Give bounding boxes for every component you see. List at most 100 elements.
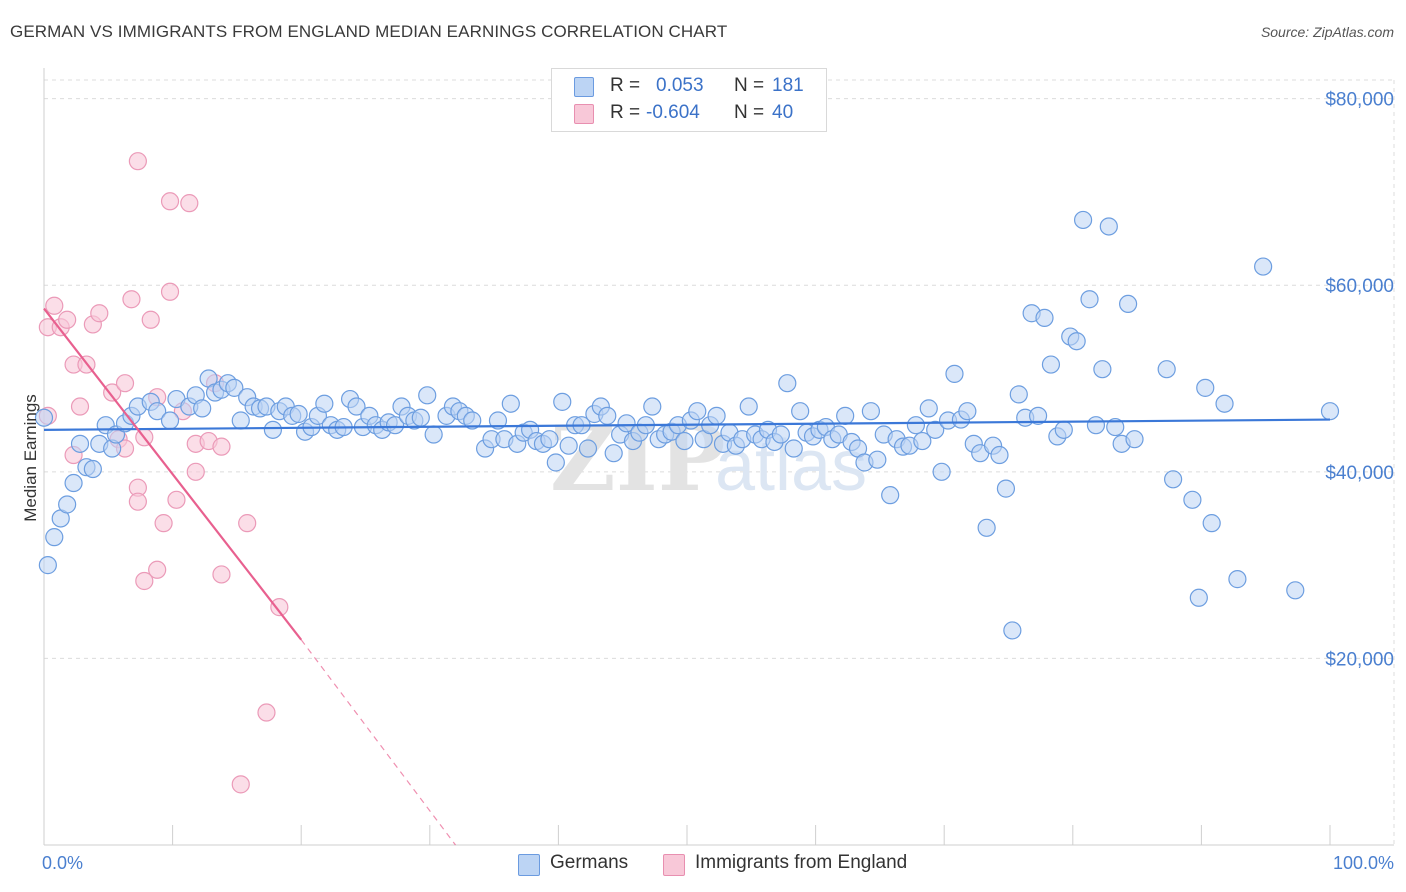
y-tick-label: $80,000 — [1325, 90, 1394, 111]
england-point — [128, 152, 147, 171]
england-trend-extension — [300, 639, 456, 846]
german-point — [559, 436, 578, 455]
y-tick-label: $40,000 — [1325, 463, 1394, 484]
england-point — [180, 194, 199, 213]
series-germans-points — [34, 210, 1340, 640]
england-point — [45, 296, 64, 315]
german-point — [64, 473, 83, 493]
german-point — [411, 408, 430, 427]
german-point — [148, 402, 167, 421]
german-point — [1073, 210, 1093, 230]
x-tick-left: 0.0% — [42, 853, 83, 873]
england-point — [122, 290, 141, 309]
german-point — [932, 462, 951, 481]
german-point — [1035, 308, 1054, 327]
german-point — [225, 378, 244, 397]
y-tick-label: $60,000 — [1325, 276, 1394, 297]
legend-n-value-england: 40 — [772, 102, 794, 123]
legend-row-germans: R = 0.053 N = 181 — [552, 73, 826, 99]
source-label: Source: ZipAtlas.com — [1260, 24, 1394, 40]
legend-row-england: R = -0.604 N = 40 — [552, 100, 826, 126]
correlation-legend: R = 0.053 N = 181 R = -0.604 N = 40 — [551, 68, 827, 132]
german-point — [1099, 217, 1118, 236]
england-point — [70, 397, 90, 416]
german-point — [1086, 416, 1106, 435]
german-point — [945, 364, 964, 383]
german-point — [1106, 417, 1125, 437]
german-point — [1028, 406, 1048, 425]
german-point — [919, 399, 938, 418]
bottom-legend-swatch-blue — [518, 854, 540, 876]
german-point — [289, 404, 308, 424]
x-tick-right: 100.0% — [1333, 853, 1394, 873]
trend-lines — [43, 307, 1331, 846]
german-point — [996, 479, 1016, 498]
german-point — [540, 430, 559, 449]
german-point — [160, 411, 180, 430]
german-point — [868, 450, 887, 469]
england-point — [186, 462, 205, 481]
german-point — [977, 518, 996, 537]
england-point — [167, 490, 186, 509]
german-point — [1125, 430, 1144, 449]
england-point — [141, 310, 160, 329]
y-axis-title: Median Earnings — [21, 394, 40, 522]
german-point — [1164, 470, 1183, 489]
german-point — [193, 399, 212, 418]
german-point — [1157, 360, 1176, 379]
legend-r-label: R = — [610, 102, 641, 123]
legend-r-value-england: -0.604 — [646, 102, 700, 123]
german-point — [1003, 621, 1022, 640]
legend-swatch-blue — [574, 77, 594, 97]
legend-n-value-germans: 181 — [772, 75, 804, 96]
german-point — [1080, 290, 1099, 309]
german-point — [598, 406, 617, 425]
german-point — [990, 445, 1009, 465]
series-england-points — [38, 152, 289, 794]
german-point — [45, 528, 64, 547]
german-point — [913, 431, 932, 451]
german-point — [58, 495, 77, 514]
german-point — [1254, 257, 1273, 276]
england-point — [154, 514, 173, 533]
legend-r-label: R = — [610, 75, 641, 96]
legend-n-label: N = — [734, 75, 765, 96]
england-point — [128, 492, 147, 511]
england-point — [58, 310, 77, 329]
german-point — [546, 453, 565, 472]
german-point — [1041, 355, 1061, 374]
german-point — [1093, 360, 1112, 379]
german-point — [643, 397, 662, 416]
england-point — [103, 383, 122, 402]
german-point — [791, 402, 810, 421]
german-point — [675, 431, 694, 451]
england-point — [257, 703, 276, 722]
german-point — [1215, 394, 1234, 413]
axis-labels: Median Earnings 0.0% 100.0% $20,000 $40,0… — [21, 90, 1394, 873]
england-point — [212, 437, 231, 456]
german-point — [347, 397, 366, 416]
german-point — [784, 439, 803, 458]
german-point — [771, 425, 790, 444]
bottom-legend-swatch-pink — [663, 854, 685, 876]
german-point — [1054, 420, 1073, 439]
germans-trend-line — [43, 418, 1331, 431]
german-point — [424, 425, 443, 444]
german-point — [501, 394, 520, 413]
german-point — [739, 397, 758, 416]
german-point — [70, 434, 90, 453]
german-point — [418, 386, 437, 405]
england-point — [115, 374, 135, 393]
england-point — [270, 598, 289, 617]
german-point — [881, 486, 900, 505]
england-point — [212, 565, 231, 584]
german-point — [38, 556, 57, 575]
german-point — [1009, 385, 1028, 404]
england-point — [135, 571, 154, 591]
bottom-legend-label-england: Immigrants from England — [695, 852, 908, 873]
england-point — [160, 192, 180, 211]
legend-n-label: N = — [734, 102, 765, 123]
axes — [43, 68, 1394, 846]
german-point — [553, 392, 572, 411]
german-point — [604, 444, 623, 463]
